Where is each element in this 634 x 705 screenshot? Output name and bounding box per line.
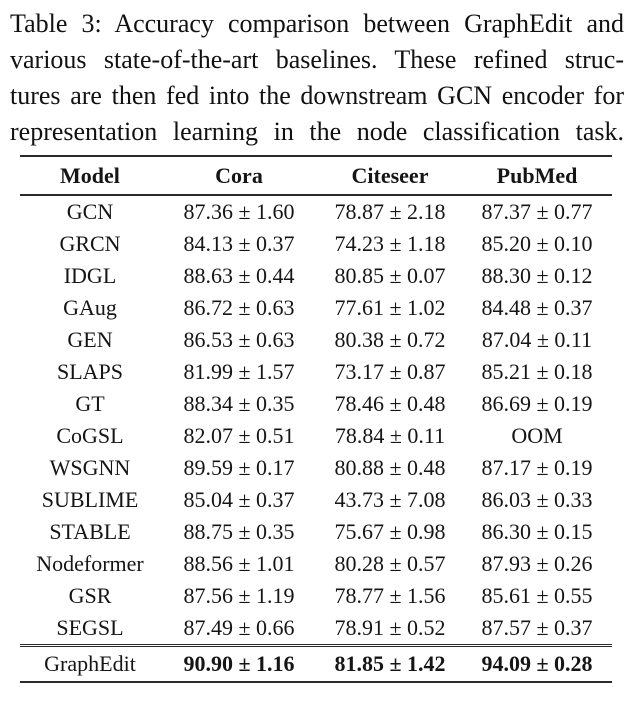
citeseer-cell: 75.67 ± 0.98: [334, 519, 446, 544]
pubmed-cell: 87.93 ± 0.26: [481, 551, 593, 576]
model-cell: GraphEdit: [20, 644, 160, 682]
citeseer-cell: 73.17 ± 0.87: [334, 359, 446, 384]
model-cell: SUBLIME: [41, 487, 139, 512]
pubmed-cell: 85.61 ± 0.55: [481, 583, 593, 608]
caption-line: tures are then fed into the downstream G…: [10, 81, 624, 110]
pubmed-cell: 86.03 ± 0.33: [481, 487, 593, 512]
cora-cell: 86.53 ± 0.63: [183, 327, 295, 352]
cora-cell: 85.04 ± 0.37: [183, 487, 295, 512]
table-row: GCN 87.36 ± 1.60 78.87 ± 2.18 87.37 ± 0.…: [20, 195, 612, 228]
model-cell: CoGSL: [56, 423, 124, 448]
table-row: IDGL 88.63 ± 0.44 80.85 ± 0.07 88.30 ± 0…: [20, 260, 612, 292]
citeseer-cell: 80.85 ± 0.07: [334, 263, 446, 288]
model-cell: STABLE: [49, 519, 131, 544]
table-row: SEGSL 87.49 ± 0.66 78.91 ± 0.52 87.57 ± …: [20, 612, 612, 646]
table-row: GT 88.34 ± 0.35 78.46 ± 0.48 86.69 ± 0.1…: [20, 388, 612, 420]
table-row: SLAPS 81.99 ± 1.57 73.17 ± 0.87 85.21 ± …: [20, 356, 612, 388]
citeseer-cell: 78.87 ± 2.18: [334, 199, 446, 224]
caption-line: Table 3: Accuracy comparison between Gra…: [10, 9, 624, 38]
cora-cell: 82.07 ± 0.51: [183, 423, 295, 448]
table-row: CoGSL 82.07 ± 0.51 78.84 ± 0.11 OOM: [20, 420, 612, 452]
citeseer-cell: 80.28 ± 0.57: [334, 551, 446, 576]
table-row: Nodeformer 88.56 ± 1.01 80.28 ± 0.57 87.…: [20, 548, 612, 580]
column-header-model: Model: [20, 156, 160, 196]
model-cell: Nodeformer: [36, 551, 144, 576]
column-header-cora: Cora: [160, 156, 318, 196]
pubmed-cell: 86.69 ± 0.19: [481, 391, 593, 416]
pubmed-cell: 94.09 ± 0.28: [462, 644, 612, 682]
pubmed-cell: 88.30 ± 0.12: [481, 263, 593, 288]
pubmed-cell: 85.21 ± 0.18: [481, 359, 593, 384]
cora-cell: 87.49 ± 0.66: [183, 615, 295, 640]
model-cell: GSR: [68, 583, 112, 608]
table-row: GSR 87.56 ± 1.19 78.77 ± 1.56 85.61 ± 0.…: [20, 580, 612, 612]
cora-cell: 84.13 ± 0.37: [183, 231, 295, 256]
cora-cell: 89.59 ± 0.17: [183, 455, 295, 480]
graphedit-row: GraphEdit 90.90 ± 1.16 81.85 ± 1.42 94.0…: [20, 644, 612, 682]
table-caption: Table 3: Accuracy comparison between Gra…: [10, 6, 624, 150]
model-cell: GAug: [63, 295, 117, 320]
citeseer-cell: 43.73 ± 7.08: [334, 487, 446, 512]
cora-cell: 88.56 ± 1.01: [183, 551, 295, 576]
cora-cell: 81.99 ± 1.57: [183, 359, 295, 384]
citeseer-cell: 74.23 ± 1.18: [334, 231, 446, 256]
model-cell: GRCN: [59, 231, 121, 256]
model-cell: GEN: [67, 327, 113, 352]
caption-line: representation learning in the node clas…: [10, 117, 624, 146]
caption-line: various state-of-the-art baselines. Thes…: [10, 45, 624, 74]
model-cell: WSGNN: [49, 455, 131, 480]
model-cell: SLAPS: [56, 359, 124, 384]
citeseer-cell: 80.38 ± 0.72: [334, 327, 446, 352]
cora-cell: 88.75 ± 0.35: [183, 519, 295, 544]
pubmed-cell: OOM: [511, 423, 563, 448]
pubmed-cell: 87.37 ± 0.77: [481, 199, 593, 224]
pubmed-cell: 87.57 ± 0.37: [481, 615, 593, 640]
citeseer-cell: 80.88 ± 0.48: [334, 455, 446, 480]
table-row: GAug 86.72 ± 0.63 77.61 ± 1.02 84.48 ± 0…: [20, 292, 612, 324]
cora-cell: 87.36 ± 1.60: [183, 199, 295, 224]
pubmed-cell: 84.48 ± 0.37: [481, 295, 593, 320]
paper-page: Table 3: Accuracy comparison between Gra…: [0, 6, 634, 705]
citeseer-cell: 77.61 ± 1.02: [334, 295, 446, 320]
model-cell: GCN: [66, 199, 114, 224]
pubmed-cell: 86.30 ± 0.15: [481, 519, 593, 544]
citeseer-cell: 78.84 ± 0.11: [334, 423, 446, 448]
model-cell: IDGL: [63, 263, 117, 288]
table-row: SUBLIME 85.04 ± 0.37 43.73 ± 7.08 86.03 …: [20, 484, 612, 516]
results-table: Model Cora Citeseer PubMed GCN 87.36 ± 1…: [20, 155, 612, 683]
cora-cell: 88.34 ± 0.35: [183, 391, 295, 416]
citeseer-cell: 81.85 ± 1.42: [318, 644, 462, 682]
model-cell: SEGSL: [56, 615, 124, 640]
cora-cell: 87.56 ± 1.19: [183, 583, 295, 608]
table-row: GEN 86.53 ± 0.63 80.38 ± 0.72 87.04 ± 0.…: [20, 324, 612, 356]
cora-cell: 90.90 ± 1.16: [160, 644, 318, 682]
header-row: Model Cora Citeseer PubMed: [20, 156, 612, 196]
pubmed-cell: 87.17 ± 0.19: [481, 455, 593, 480]
pubmed-cell: 85.20 ± 0.10: [481, 231, 593, 256]
pubmed-cell: 87.04 ± 0.11: [481, 327, 593, 352]
column-header-citeseer: Citeseer: [318, 156, 462, 196]
citeseer-cell: 78.91 ± 0.52: [334, 615, 446, 640]
model-cell: GT: [75, 391, 105, 416]
column-header-pubmed: PubMed: [462, 156, 612, 196]
table-row: WSGNN 89.59 ± 0.17 80.88 ± 0.48 87.17 ± …: [20, 452, 612, 484]
table-row: STABLE 88.75 ± 0.35 75.67 ± 0.98 86.30 ±…: [20, 516, 612, 548]
cora-cell: 88.63 ± 0.44: [183, 263, 295, 288]
cora-cell: 86.72 ± 0.63: [183, 295, 295, 320]
table-row: GRCN 84.13 ± 0.37 74.23 ± 1.18 85.20 ± 0…: [20, 228, 612, 260]
citeseer-cell: 78.46 ± 0.48: [334, 391, 446, 416]
citeseer-cell: 78.77 ± 1.56: [334, 583, 446, 608]
